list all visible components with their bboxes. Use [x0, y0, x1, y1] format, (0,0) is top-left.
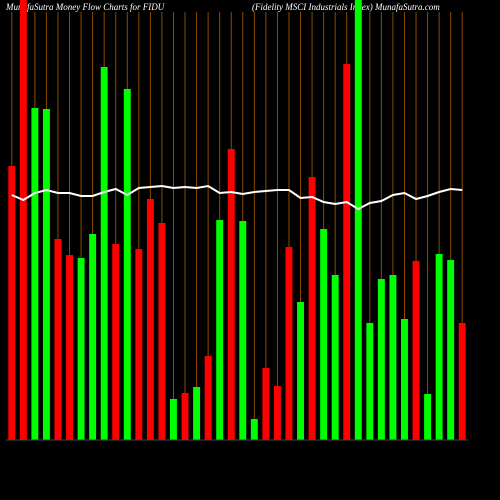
chart-title: MunafaSutra Money Flow Charts for FIDU	[5, 2, 165, 12]
bar	[123, 89, 131, 440]
bar	[435, 254, 443, 440]
money-flow-line	[11, 184, 463, 211]
bar	[19, 0, 27, 440]
bar	[135, 249, 143, 440]
bar	[8, 166, 16, 440]
bar	[54, 239, 62, 440]
bar	[42, 109, 50, 440]
bar	[354, 0, 362, 440]
bar	[66, 255, 73, 440]
bar	[216, 220, 224, 440]
bar	[424, 394, 432, 440]
bar	[227, 149, 235, 440]
bar	[204, 356, 212, 440]
bar	[412, 261, 420, 440]
chart-subtitle: (Fidelity MSCI Industrials Index) Munafa…	[252, 2, 440, 12]
bar	[458, 323, 466, 440]
bar	[447, 260, 455, 440]
bar	[273, 386, 281, 440]
bar	[308, 177, 316, 440]
bar	[170, 399, 177, 440]
bar	[262, 368, 270, 440]
bar	[89, 234, 97, 440]
bar	[181, 393, 189, 440]
bar	[343, 64, 351, 440]
bar	[100, 67, 108, 440]
bar	[77, 258, 85, 440]
bar	[112, 244, 120, 440]
bar	[320, 229, 328, 440]
bar	[193, 387, 201, 440]
bar	[377, 279, 385, 440]
bar	[331, 275, 339, 440]
bar	[389, 275, 397, 440]
bar	[250, 419, 258, 440]
bar	[31, 108, 39, 440]
bar	[285, 247, 293, 440]
bar	[297, 302, 304, 440]
bar	[146, 199, 154, 440]
bar	[158, 223, 166, 440]
bar	[239, 221, 247, 440]
bar	[366, 323, 374, 440]
bar	[401, 319, 408, 440]
